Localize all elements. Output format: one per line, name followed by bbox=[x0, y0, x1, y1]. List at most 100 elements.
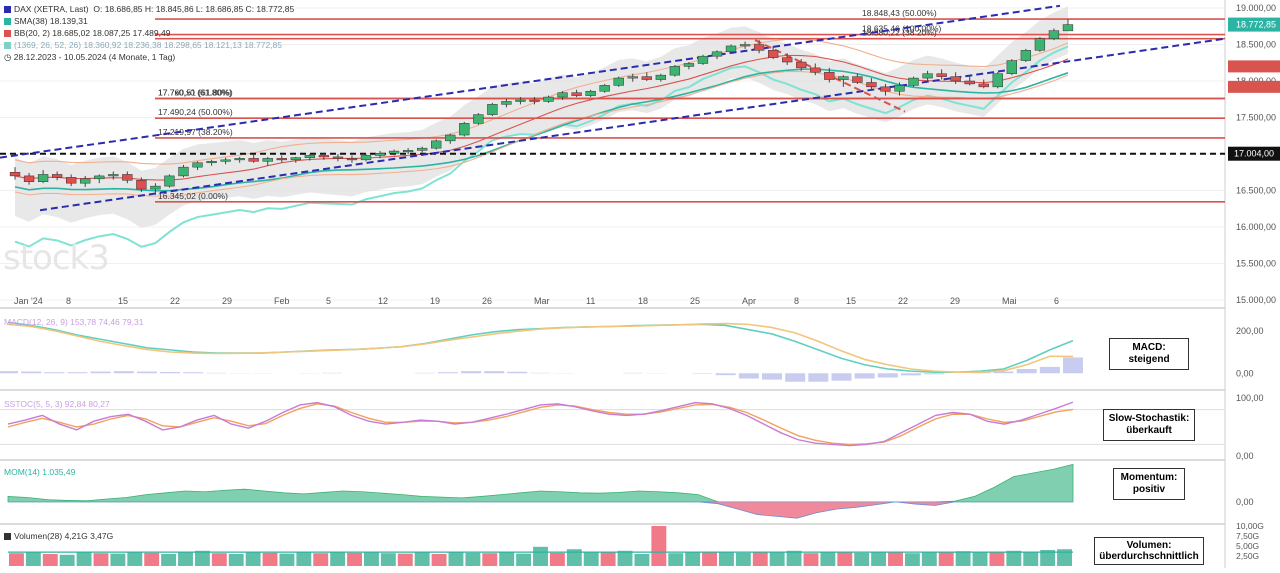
volume-bar bbox=[516, 554, 531, 566]
volume-bar bbox=[43, 554, 58, 566]
volume-bar bbox=[989, 552, 1004, 566]
volume-bar bbox=[77, 552, 92, 566]
macd-y-tick: 200,00 bbox=[1236, 326, 1264, 336]
candle-body bbox=[1063, 25, 1073, 31]
volume-bar bbox=[719, 552, 734, 566]
volume-bar bbox=[26, 552, 41, 566]
volume-bar bbox=[415, 552, 430, 566]
macd-signal-line bbox=[8, 324, 1073, 373]
macd-histogram-bar bbox=[878, 373, 898, 377]
y-tick-label: 16.500,00 bbox=[1236, 186, 1276, 196]
legend-period: ◷ 28.12.2023 - 10.05.2024 (4 Monate, 1 T… bbox=[4, 51, 294, 63]
candle-body bbox=[403, 150, 413, 152]
macd-histogram-bar bbox=[924, 373, 944, 374]
candle-body bbox=[66, 177, 76, 183]
fib-level-label: 17.7x0,x0 (61.80%) bbox=[158, 88, 232, 98]
candle-body bbox=[207, 161, 217, 163]
macd-histogram-bar bbox=[461, 371, 481, 373]
volume-bar bbox=[229, 554, 244, 566]
macd-histogram-bar bbox=[901, 373, 921, 375]
candle-body bbox=[221, 160, 231, 162]
x-tick-label: 22 bbox=[170, 296, 180, 306]
candle-body bbox=[530, 100, 540, 102]
volume-bar bbox=[347, 553, 362, 566]
candle-body bbox=[867, 82, 877, 86]
stoch-k-line bbox=[8, 402, 1073, 445]
volume-bar bbox=[94, 553, 109, 566]
volume-bar bbox=[736, 553, 751, 566]
legend-instrument: DAX (XETRA, Last) O: 18.686,85 H: 18.845… bbox=[4, 3, 294, 15]
macd-histogram-bar bbox=[855, 373, 875, 378]
candle-body bbox=[600, 85, 610, 91]
mom-status-box: Momentum: positiv bbox=[1113, 468, 1185, 500]
candle-body bbox=[558, 93, 568, 97]
candle-body bbox=[656, 75, 666, 79]
x-tick-label: 8 bbox=[794, 296, 799, 306]
x-tick-label: 25 bbox=[690, 296, 700, 306]
volume-bar bbox=[804, 553, 819, 566]
macd-legend: MACD(12, 26, 9) 153,78 74,46 79,31 bbox=[4, 316, 143, 328]
candle-body bbox=[1021, 50, 1031, 60]
volume-bar bbox=[263, 553, 278, 566]
volume-bar bbox=[364, 552, 379, 566]
candle-body bbox=[614, 78, 624, 85]
fib-level-label: 18.848,43 (50.00%) bbox=[862, 8, 937, 18]
candle-body bbox=[24, 176, 34, 182]
candle-body bbox=[740, 45, 750, 47]
volume-bar bbox=[110, 554, 125, 566]
macd-histogram-bar bbox=[137, 372, 157, 374]
volume-bar bbox=[888, 552, 903, 566]
stoch-y-tick: 0,00 bbox=[1236, 451, 1254, 461]
candle-body bbox=[726, 46, 736, 52]
fib-level-label: 17.219,97 (38.20%) bbox=[158, 127, 233, 137]
candle-body bbox=[586, 91, 596, 95]
candle-body bbox=[136, 180, 146, 189]
macd-histogram-bar bbox=[484, 371, 504, 373]
volume-bar bbox=[398, 554, 413, 566]
candle-body bbox=[712, 52, 722, 56]
volume-bar bbox=[296, 552, 311, 566]
macd-status-box: MACD: steigend bbox=[1109, 338, 1189, 370]
candle-body bbox=[923, 74, 933, 78]
macd-histogram-bar bbox=[183, 372, 203, 373]
volume-bar bbox=[820, 552, 835, 566]
candle-body bbox=[754, 45, 764, 51]
vol-y-tick: 7,50G bbox=[1236, 531, 1259, 541]
volume-bar bbox=[212, 553, 227, 566]
volume-bar bbox=[550, 553, 565, 566]
macd-histogram-bar bbox=[160, 372, 180, 373]
candle-body bbox=[1049, 31, 1059, 39]
macd-histogram-bar bbox=[44, 372, 64, 373]
candle-body bbox=[810, 68, 820, 72]
stock3-watermark: stock3 bbox=[3, 238, 109, 278]
x-tick-label: 26 bbox=[482, 296, 492, 306]
macd-histogram-bar bbox=[91, 372, 111, 374]
volume-bar bbox=[871, 552, 886, 566]
candle-body bbox=[361, 155, 371, 159]
macd-y-tick: 0,00 bbox=[1236, 368, 1254, 378]
candle-body bbox=[881, 87, 891, 91]
volume-bar bbox=[1006, 551, 1021, 566]
volume-bar bbox=[465, 553, 480, 566]
candle-body bbox=[979, 84, 989, 87]
x-tick-label: 12 bbox=[378, 296, 388, 306]
candle-body bbox=[305, 155, 315, 157]
candle-body bbox=[501, 101, 511, 104]
candle-body bbox=[459, 123, 469, 135]
vol-y-tick: 5,00G bbox=[1236, 541, 1259, 551]
candle-body bbox=[544, 97, 554, 101]
y-tick-label: 15.000,00 bbox=[1236, 295, 1276, 305]
candle-body bbox=[670, 66, 680, 75]
candle-body bbox=[291, 158, 301, 160]
macd-histogram-bar bbox=[1040, 367, 1060, 373]
x-tick-label: 18 bbox=[638, 296, 648, 306]
candle-body bbox=[249, 158, 259, 161]
level-price-tag bbox=[1228, 60, 1280, 72]
macd-histogram-bar bbox=[114, 371, 134, 373]
macd-histogram-bar bbox=[21, 372, 41, 374]
level-price-tag bbox=[1228, 81, 1280, 93]
volume-bar bbox=[279, 554, 294, 566]
volume-bar bbox=[584, 552, 599, 566]
